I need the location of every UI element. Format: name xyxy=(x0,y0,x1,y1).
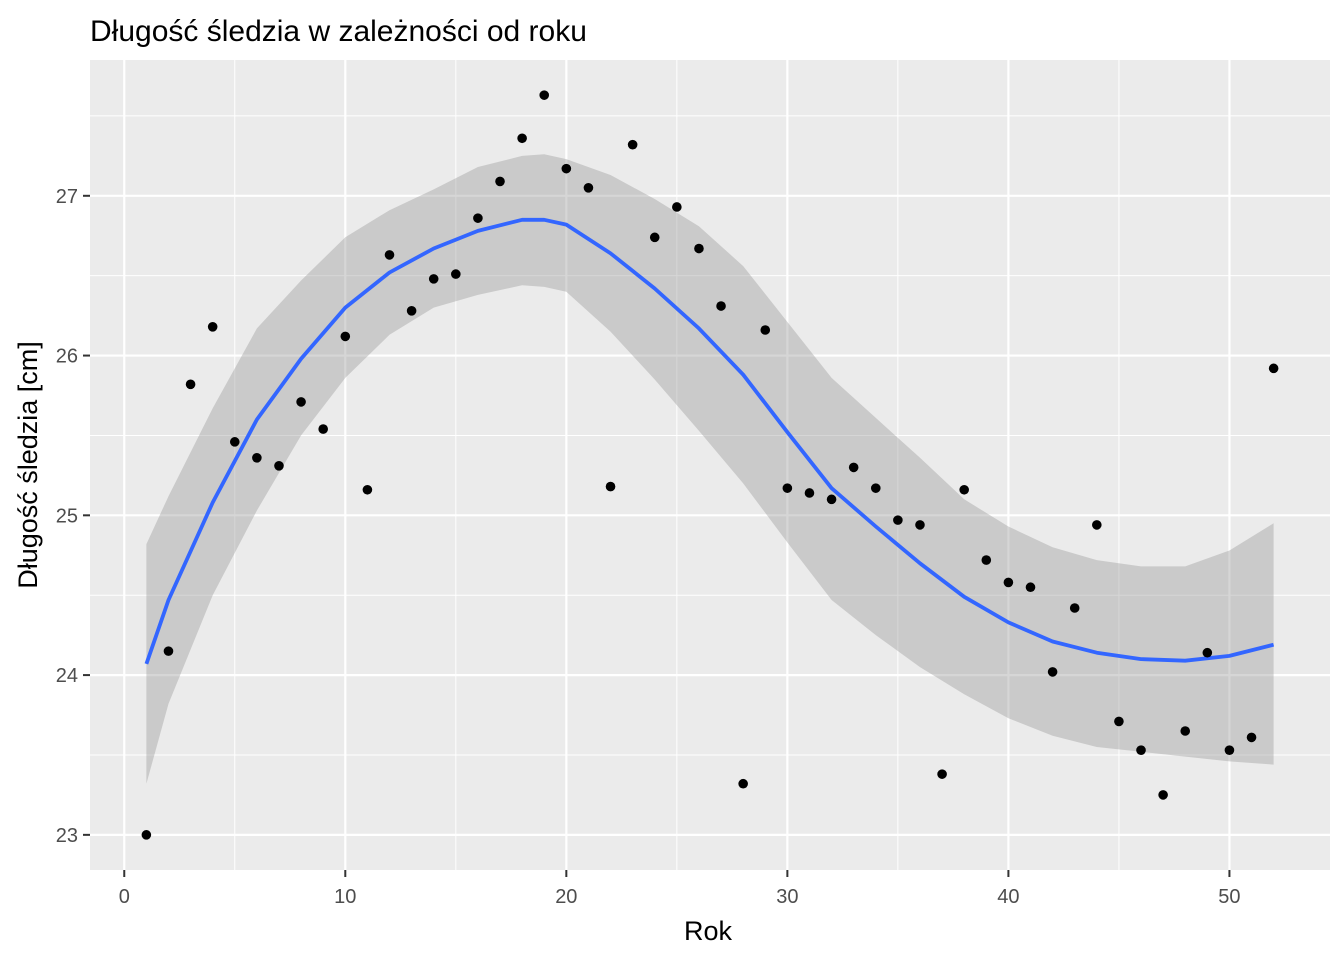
y-tick-label: 24 xyxy=(56,665,78,687)
data-point xyxy=(561,163,572,174)
data-point xyxy=(406,306,417,316)
data-point xyxy=(981,555,992,565)
data-point xyxy=(495,176,505,187)
data-point xyxy=(760,325,771,335)
data-point xyxy=(1003,577,1014,588)
data-point xyxy=(605,481,616,492)
data-point xyxy=(384,250,395,260)
smooth-line xyxy=(144,217,1275,665)
data-point xyxy=(1025,582,1036,593)
data-point xyxy=(716,301,726,311)
data-point xyxy=(848,462,859,473)
data-point xyxy=(163,646,174,656)
data-point xyxy=(1158,790,1168,800)
data-point xyxy=(937,769,947,779)
data-point xyxy=(340,331,351,342)
data-point xyxy=(296,397,306,407)
data-point xyxy=(1268,363,1279,374)
x-tick-label: 0 xyxy=(119,886,130,908)
data-point xyxy=(1202,647,1213,658)
data-point xyxy=(804,488,815,498)
x-axis-ticks: 0 10 20 30 40 50 xyxy=(119,870,1241,908)
data-point xyxy=(893,515,903,525)
data-point xyxy=(428,274,439,284)
data-point xyxy=(870,483,881,493)
y-tick-label: 27 xyxy=(56,186,78,208)
data-point xyxy=(627,139,638,150)
x-tick-label: 30 xyxy=(776,886,798,908)
data-point xyxy=(959,484,969,495)
data-point xyxy=(185,379,196,390)
data-point xyxy=(517,133,527,144)
data-point xyxy=(782,483,793,493)
data-point xyxy=(451,269,461,279)
data-point xyxy=(141,830,152,840)
data-point xyxy=(1114,716,1124,727)
data-point xyxy=(1136,745,1146,755)
y-tick-label: 26 xyxy=(56,346,78,368)
data-point xyxy=(1069,603,1080,613)
data-point xyxy=(1180,726,1191,736)
data-point xyxy=(1092,520,1102,530)
data-point xyxy=(362,484,373,495)
data-point xyxy=(694,243,704,254)
x-axis-title: Rok xyxy=(684,916,733,946)
data-point xyxy=(1246,732,1257,743)
data-point xyxy=(274,460,284,471)
data-point xyxy=(1224,745,1235,755)
y-tick-label: 25 xyxy=(56,505,78,527)
data-point xyxy=(738,778,748,789)
x-tick-label: 40 xyxy=(997,886,1019,908)
y-axis-title: Długość śledzia [cm] xyxy=(13,341,43,589)
chart-title: Długość śledzia w zależności od roku xyxy=(90,15,587,48)
x-tick-label: 10 xyxy=(334,886,356,908)
y-axis-ticks: 23 24 25 26 27 xyxy=(56,186,90,847)
data-point xyxy=(318,424,328,434)
data-point xyxy=(826,494,837,505)
data-point xyxy=(473,213,483,223)
y-tick-label: 23 xyxy=(56,825,78,847)
data-point xyxy=(229,437,240,447)
data-points xyxy=(141,90,1279,840)
x-tick-label: 50 xyxy=(1218,886,1240,908)
confidence-band xyxy=(146,154,1274,784)
data-point xyxy=(672,202,682,212)
data-point xyxy=(252,453,262,463)
data-point xyxy=(649,232,660,243)
major-gridlines xyxy=(90,60,1330,870)
data-point xyxy=(207,322,218,332)
x-tick-label: 20 xyxy=(555,886,577,908)
data-point xyxy=(539,90,550,100)
data-point xyxy=(583,183,594,193)
data-point xyxy=(915,520,925,530)
data-point xyxy=(1047,667,1058,677)
